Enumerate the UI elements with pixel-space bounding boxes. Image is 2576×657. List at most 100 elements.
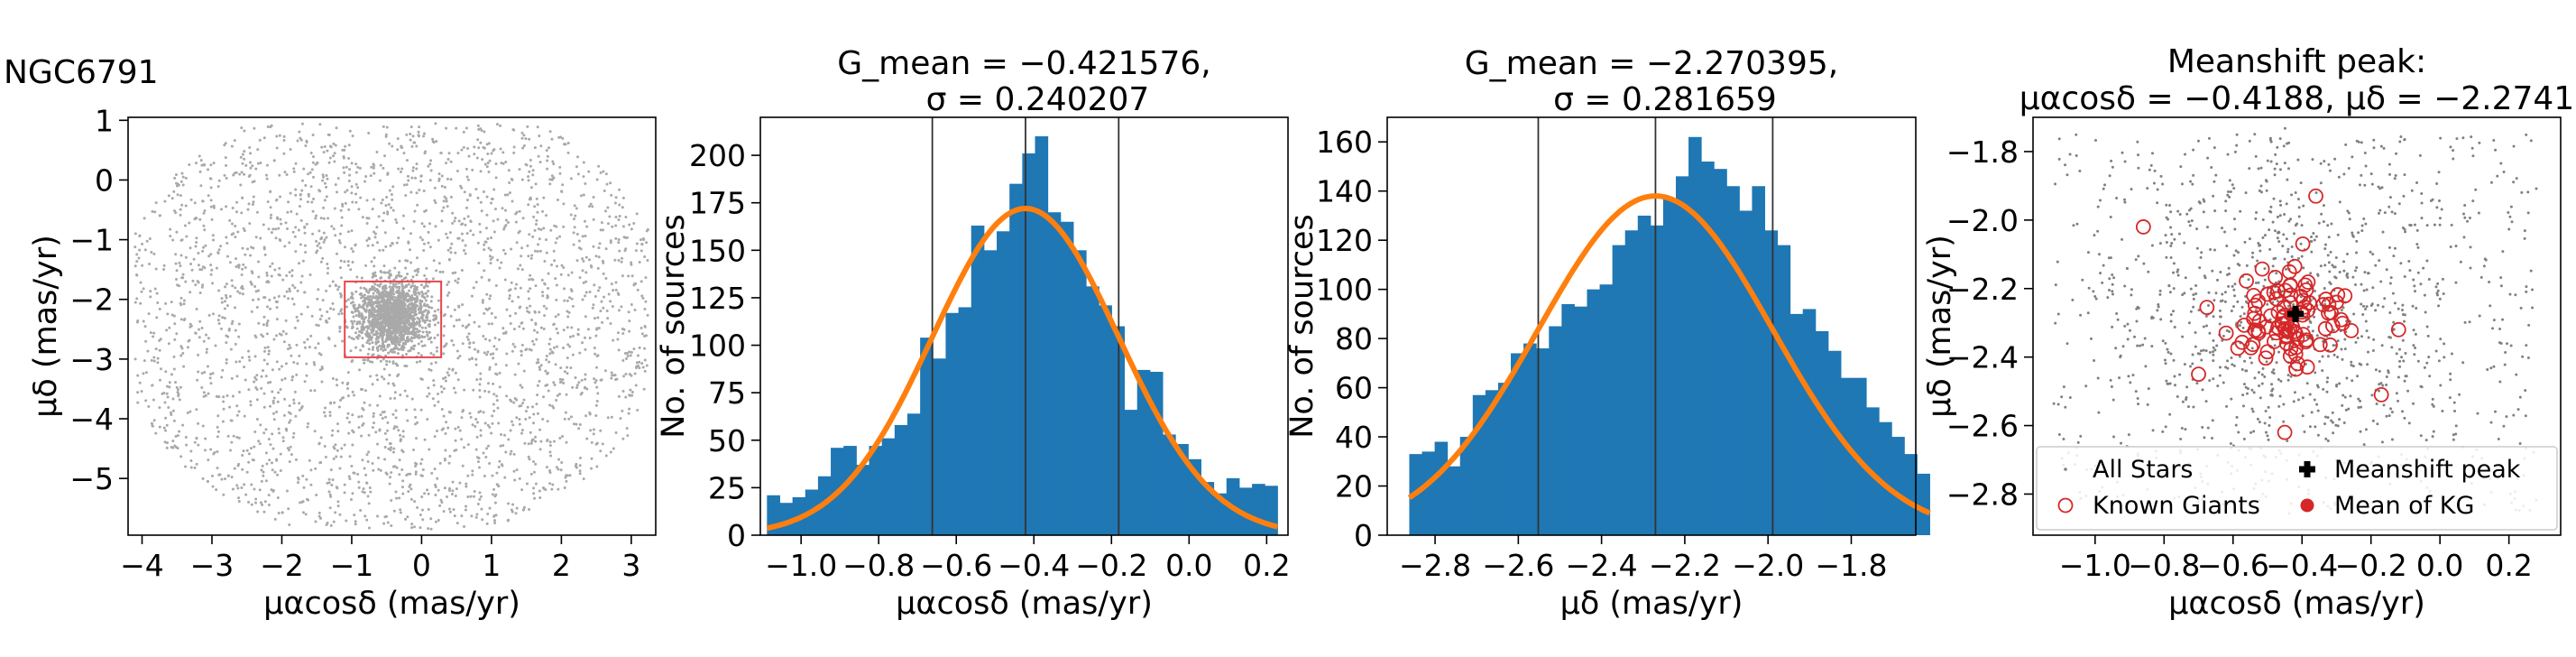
star-point <box>411 275 415 279</box>
star-point <box>584 255 588 259</box>
star-point <box>639 326 643 329</box>
star-point <box>499 124 502 127</box>
star-point <box>230 144 234 148</box>
star-point <box>452 386 455 390</box>
star-point <box>423 335 427 338</box>
star-point <box>371 244 374 247</box>
star-point <box>621 196 625 199</box>
star-point <box>406 174 409 178</box>
star-point <box>2147 387 2150 391</box>
star-point <box>378 301 382 304</box>
star-point <box>2324 437 2328 440</box>
star-point <box>600 300 603 303</box>
star-point <box>527 254 530 258</box>
star-point <box>603 190 606 193</box>
star-point <box>296 319 299 322</box>
star-point <box>2503 363 2507 366</box>
star-point <box>397 429 400 432</box>
histogram-bar <box>1447 466 1461 535</box>
star-point <box>530 440 534 443</box>
star-point <box>568 474 572 477</box>
star-point <box>324 456 327 459</box>
star-point <box>456 356 460 360</box>
star-point <box>338 241 342 245</box>
star-point <box>268 458 271 462</box>
star-point <box>440 219 444 223</box>
star-point <box>362 300 365 303</box>
star-point <box>639 280 643 283</box>
star-point <box>273 470 277 474</box>
star-point <box>303 231 307 235</box>
star-point <box>604 172 608 176</box>
star-point <box>474 188 478 191</box>
star-point <box>387 351 391 355</box>
star-point <box>289 419 292 422</box>
star-point <box>469 229 473 233</box>
histogram-bar <box>869 446 883 535</box>
y-tick-label: 60 <box>1335 371 1373 406</box>
star-point <box>2283 126 2286 130</box>
star-point <box>339 398 343 402</box>
star-point <box>589 202 593 206</box>
star-point <box>578 472 582 476</box>
star-point <box>628 329 631 333</box>
star-point <box>558 235 562 238</box>
star-point <box>282 294 286 298</box>
star-point <box>418 292 421 296</box>
star-point <box>344 190 347 194</box>
histogram-bar <box>983 250 998 535</box>
star-point <box>226 434 230 438</box>
star-point <box>277 512 281 515</box>
star-point <box>479 410 483 413</box>
star-point <box>454 371 457 375</box>
star-point <box>466 178 470 181</box>
star-point <box>314 467 317 470</box>
star-point <box>230 222 234 226</box>
histogram-bar <box>933 358 946 535</box>
star-point <box>2259 249 2262 253</box>
star-point <box>209 199 213 202</box>
star-point <box>272 396 276 400</box>
star-point <box>2180 182 2184 186</box>
star-point <box>479 141 483 144</box>
star-point <box>335 126 338 130</box>
star-point <box>209 253 213 256</box>
star-point <box>2273 229 2277 233</box>
star-point <box>391 319 394 322</box>
star-point <box>501 151 505 154</box>
star-point <box>414 176 418 180</box>
star-point <box>2202 198 2205 201</box>
star-point <box>270 274 273 278</box>
histogram-bar <box>1917 473 1930 535</box>
star-point <box>512 128 516 132</box>
star-point <box>2414 346 2417 349</box>
star-point <box>573 226 576 229</box>
star-point <box>135 260 139 264</box>
x-tick-label: −2.4 <box>1566 548 1638 583</box>
star-point <box>153 287 157 291</box>
star-point <box>468 313 472 317</box>
star-point <box>596 354 600 357</box>
star-point <box>313 430 317 433</box>
star-point <box>573 217 576 221</box>
star-point <box>594 414 598 418</box>
star-point <box>174 253 178 256</box>
star-point <box>399 511 402 514</box>
star-point <box>475 156 479 160</box>
histogram-bar <box>997 231 1010 535</box>
star-point <box>371 285 374 289</box>
star-point <box>2499 284 2503 288</box>
star-point <box>2241 404 2245 408</box>
star-point <box>507 502 511 505</box>
star-point <box>481 518 484 522</box>
star-point <box>384 133 388 136</box>
star-point <box>2360 302 2363 306</box>
star-point <box>357 310 361 314</box>
star-point <box>350 319 354 323</box>
star-point <box>2071 298 2075 301</box>
star-point <box>456 152 460 155</box>
star-point <box>553 384 557 387</box>
star-point <box>353 303 356 307</box>
star-point <box>255 210 259 214</box>
star-point <box>2450 223 2453 227</box>
